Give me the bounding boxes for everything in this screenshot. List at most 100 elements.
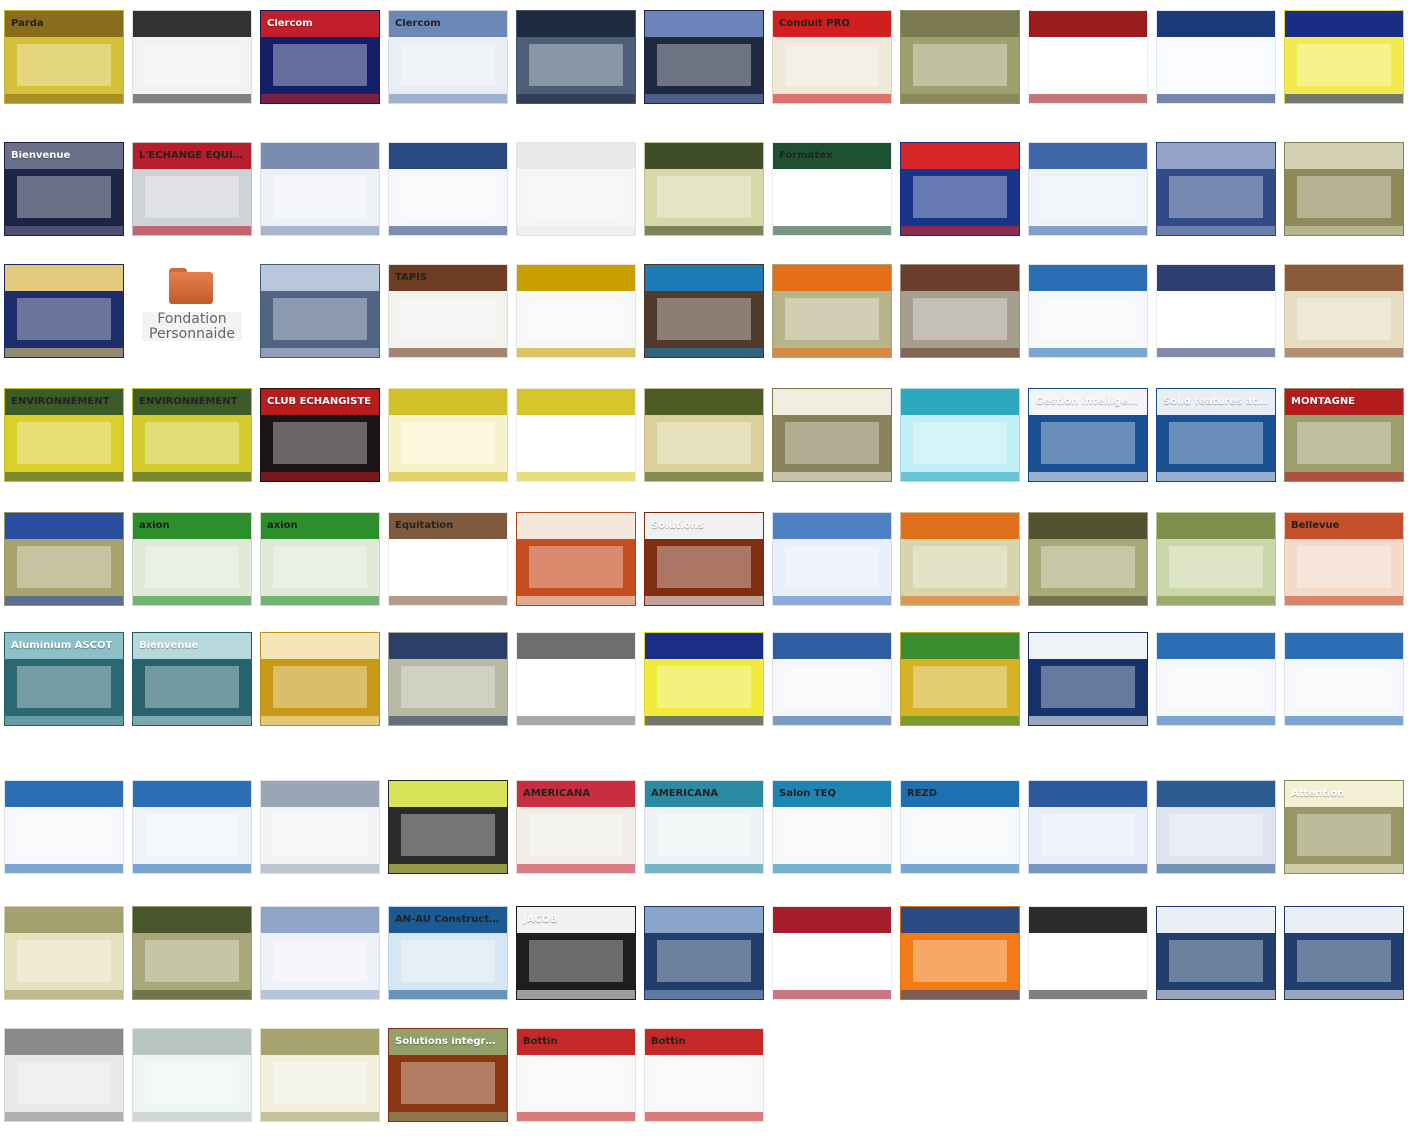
website-thumbnail[interactable] bbox=[260, 264, 380, 358]
website-thumbnail[interactable] bbox=[1028, 142, 1148, 236]
website-thumbnail[interactable] bbox=[388, 388, 508, 482]
website-thumbnail[interactable] bbox=[1284, 906, 1404, 1000]
website-thumbnail[interactable]: Équitation bbox=[388, 512, 508, 606]
website-thumbnail[interactable]: JACOB bbox=[516, 906, 636, 1000]
website-thumbnail[interactable]: Gestion intelligente bbox=[1028, 388, 1148, 482]
website-thumbnail[interactable]: Bellevue bbox=[1284, 512, 1404, 606]
thumbnail-footer bbox=[1157, 715, 1275, 725]
website-thumbnail[interactable] bbox=[260, 780, 380, 874]
website-thumbnail[interactable]: Clercom bbox=[388, 10, 508, 104]
website-thumbnail[interactable] bbox=[900, 264, 1020, 358]
website-thumbnail[interactable] bbox=[772, 388, 892, 482]
website-thumbnail[interactable] bbox=[900, 10, 1020, 104]
website-thumbnail[interactable] bbox=[1156, 780, 1276, 874]
website-thumbnail[interactable] bbox=[260, 906, 380, 1000]
website-thumbnail[interactable] bbox=[516, 512, 636, 606]
website-thumbnail[interactable] bbox=[132, 906, 252, 1000]
website-thumbnail[interactable] bbox=[516, 632, 636, 726]
website-thumbnail[interactable] bbox=[644, 388, 764, 482]
website-thumbnail[interactable] bbox=[1284, 10, 1404, 104]
website-thumbnail[interactable] bbox=[516, 142, 636, 236]
website-thumbnail[interactable] bbox=[1156, 512, 1276, 606]
website-thumbnail[interactable]: AMERICANA bbox=[516, 780, 636, 874]
website-thumbnail[interactable] bbox=[644, 264, 764, 358]
website-thumbnail[interactable] bbox=[772, 264, 892, 358]
website-thumbnail[interactable] bbox=[1284, 264, 1404, 358]
website-thumbnail[interactable] bbox=[388, 142, 508, 236]
website-thumbnail[interactable] bbox=[516, 388, 636, 482]
folder-icon bbox=[169, 272, 213, 304]
website-thumbnail[interactable] bbox=[900, 906, 1020, 1000]
website-thumbnail[interactable]: AMERICANA bbox=[644, 780, 764, 874]
website-thumbnail[interactable]: Aluminium ASCOT bbox=[4, 632, 124, 726]
website-thumbnail[interactable] bbox=[4, 1028, 124, 1122]
website-thumbnail[interactable] bbox=[1028, 264, 1148, 358]
website-thumbnail[interactable] bbox=[4, 780, 124, 874]
website-thumbnail[interactable] bbox=[260, 632, 380, 726]
website-thumbnail[interactable]: axion bbox=[132, 512, 252, 606]
website-thumbnail[interactable]: AN-AU Construction bbox=[388, 906, 508, 1000]
website-thumbnail[interactable] bbox=[1028, 632, 1148, 726]
website-thumbnail[interactable]: L'ÉCHANGE ÉQUITABLE bbox=[132, 142, 252, 236]
website-thumbnail[interactable] bbox=[1028, 512, 1148, 606]
website-thumbnail[interactable]: ENVIRONNEMENT bbox=[4, 388, 124, 482]
thumbnail-content bbox=[144, 814, 240, 857]
website-thumbnail[interactable] bbox=[1156, 906, 1276, 1000]
website-thumbnail[interactable]: Formatex bbox=[772, 142, 892, 236]
website-thumbnail[interactable]: CLUB ÉCHANGISTE bbox=[260, 388, 380, 482]
website-thumbnail[interactable] bbox=[900, 632, 1020, 726]
website-thumbnail[interactable]: Solutions bbox=[644, 512, 764, 606]
website-thumbnail[interactable] bbox=[1156, 10, 1276, 104]
website-thumbnail[interactable] bbox=[772, 906, 892, 1000]
website-thumbnail[interactable]: Solutions intégrées bbox=[388, 1028, 508, 1122]
website-thumbnail[interactable]: Bottin bbox=[644, 1028, 764, 1122]
website-thumbnail[interactable] bbox=[132, 10, 252, 104]
website-thumbnail[interactable] bbox=[644, 142, 764, 236]
website-thumbnail[interactable]: Bienvenue bbox=[4, 142, 124, 236]
website-thumbnail[interactable] bbox=[4, 906, 124, 1000]
folder-thumbnail[interactable]: Fondation Personnaide bbox=[132, 264, 252, 358]
website-thumbnail[interactable] bbox=[900, 388, 1020, 482]
website-thumbnail[interactable]: MONTAGNE bbox=[1284, 388, 1404, 482]
website-thumbnail[interactable]: Conduit PRO bbox=[772, 10, 892, 104]
website-thumbnail[interactable] bbox=[900, 142, 1020, 236]
website-thumbnail[interactable]: Bottin bbox=[516, 1028, 636, 1122]
website-thumbnail[interactable] bbox=[260, 1028, 380, 1122]
website-thumbnail[interactable] bbox=[644, 10, 764, 104]
website-thumbnail[interactable] bbox=[1028, 780, 1148, 874]
website-thumbnail[interactable] bbox=[388, 632, 508, 726]
website-thumbnail[interactable]: REZD bbox=[900, 780, 1020, 874]
thumbnail-content bbox=[272, 666, 368, 709]
website-thumbnail[interactable]: Bienvenue bbox=[132, 632, 252, 726]
website-thumbnail[interactable] bbox=[1028, 10, 1148, 104]
website-thumbnail[interactable] bbox=[772, 632, 892, 726]
website-thumbnail[interactable] bbox=[388, 780, 508, 874]
website-thumbnail[interactable]: TAPIS bbox=[388, 264, 508, 358]
website-thumbnail[interactable] bbox=[644, 632, 764, 726]
website-thumbnail[interactable] bbox=[900, 512, 1020, 606]
thumbnail-content bbox=[16, 814, 112, 857]
website-thumbnail[interactable] bbox=[1284, 632, 1404, 726]
website-thumbnail[interactable] bbox=[1156, 632, 1276, 726]
website-thumbnail[interactable] bbox=[772, 512, 892, 606]
website-thumbnail[interactable]: Attention bbox=[1284, 780, 1404, 874]
website-thumbnail[interactable]: axion bbox=[260, 512, 380, 606]
website-thumbnail[interactable]: Parda bbox=[4, 10, 124, 104]
website-thumbnail[interactable]: Clercom bbox=[260, 10, 380, 104]
website-thumbnail[interactable]: ENVIRONNEMENT bbox=[132, 388, 252, 482]
website-thumbnail[interactable] bbox=[1284, 142, 1404, 236]
website-thumbnail[interactable] bbox=[4, 512, 124, 606]
thumbnail-footer bbox=[261, 93, 379, 103]
website-thumbnail[interactable] bbox=[1156, 264, 1276, 358]
website-thumbnail[interactable] bbox=[4, 264, 124, 358]
website-thumbnail[interactable] bbox=[132, 1028, 252, 1122]
website-thumbnail[interactable] bbox=[644, 906, 764, 1000]
website-thumbnail[interactable]: Salon TEQ bbox=[772, 780, 892, 874]
website-thumbnail[interactable] bbox=[1156, 142, 1276, 236]
website-thumbnail[interactable] bbox=[516, 264, 636, 358]
website-thumbnail[interactable] bbox=[1028, 906, 1148, 1000]
website-thumbnail[interactable]: Solid features at work bbox=[1156, 388, 1276, 482]
website-thumbnail[interactable] bbox=[132, 780, 252, 874]
website-thumbnail[interactable] bbox=[516, 10, 636, 104]
website-thumbnail[interactable] bbox=[260, 142, 380, 236]
